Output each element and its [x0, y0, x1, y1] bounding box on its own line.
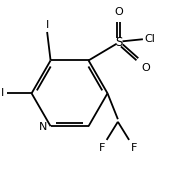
Text: N: N [38, 122, 47, 132]
Text: I: I [1, 88, 4, 98]
Text: F: F [99, 143, 105, 153]
Text: S: S [115, 36, 122, 49]
Text: O: O [141, 63, 150, 73]
Text: F: F [131, 143, 137, 153]
Text: I: I [45, 20, 49, 30]
Text: O: O [114, 7, 123, 17]
Text: Cl: Cl [144, 34, 155, 44]
